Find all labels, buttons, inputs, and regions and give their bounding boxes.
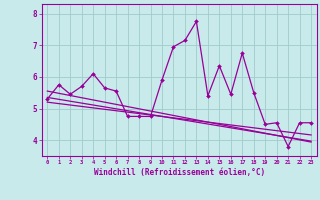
X-axis label: Windchill (Refroidissement éolien,°C): Windchill (Refroidissement éolien,°C) (94, 168, 265, 177)
